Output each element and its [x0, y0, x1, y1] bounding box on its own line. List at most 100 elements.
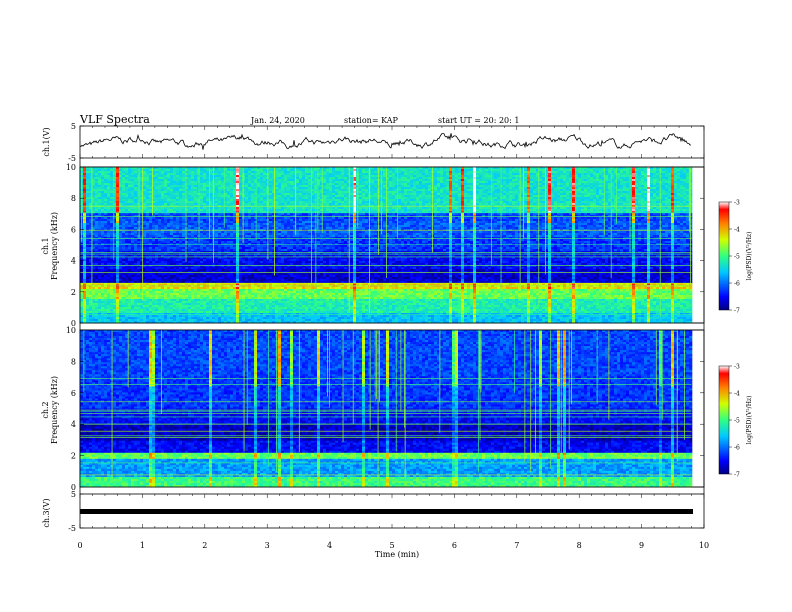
spectrogram-cell	[110, 237, 114, 240]
spectrogram-cell	[179, 211, 183, 214]
spectrogram-cell	[233, 307, 237, 310]
spectrogram-cell	[179, 173, 183, 176]
spectrogram-cell	[116, 317, 120, 320]
spectrogram-cell	[113, 289, 117, 292]
spectrogram-cell	[224, 307, 228, 310]
spectrogram-cell	[191, 295, 195, 298]
spectrogram-cell	[173, 169, 177, 172]
spectrogram-cell	[233, 305, 237, 308]
spectrogram-cell	[233, 213, 237, 216]
spectrogram-cell	[110, 263, 114, 266]
spectrogram-cell	[230, 237, 234, 240]
spectrogram-cell	[215, 169, 219, 172]
spectrogram-cell	[140, 289, 144, 292]
spectrogram-cell	[149, 227, 153, 230]
spectrogram-cell	[131, 293, 135, 296]
spectrogram-cell	[218, 307, 222, 310]
spectrogram-cell	[197, 189, 201, 192]
spectrogram-cell	[143, 187, 147, 190]
spectrogram-cell	[236, 295, 240, 298]
spectrogram-cell	[116, 291, 120, 294]
spectrogram-cell	[140, 269, 144, 272]
spectrogram-cell	[146, 287, 150, 290]
spectrogram-cell	[92, 311, 96, 314]
spectrogram-cell	[248, 225, 252, 228]
spectrogram-cell	[113, 199, 117, 202]
spectrogram-cell	[128, 309, 132, 312]
spectrogram-cell	[230, 315, 234, 318]
spectrogram-cell	[239, 221, 243, 224]
spectrogram-cell	[149, 207, 153, 210]
spectrogram-cell	[101, 319, 105, 322]
spectrogram-cell	[242, 185, 246, 188]
spectrogram-cell	[197, 199, 201, 202]
spectrogram-cell	[92, 265, 96, 268]
spectrogram-cell	[242, 261, 246, 264]
spectrogram-cell	[89, 207, 93, 210]
spectrogram-cell	[227, 265, 231, 268]
spectrogram-cell	[194, 213, 198, 216]
spectrogram-cell	[80, 289, 84, 292]
spectrogram-cell	[107, 283, 111, 286]
spectrogram-cell	[86, 275, 90, 278]
spectrogram-cell	[194, 219, 198, 222]
spectrogram-cell	[83, 309, 87, 312]
spectrogram-cell	[221, 321, 225, 324]
spectrogram-cell	[161, 209, 165, 212]
spectrogram-cell	[188, 311, 192, 314]
spectrogram-cell	[176, 175, 180, 178]
spectrogram-cell	[197, 315, 201, 318]
spectrogram-cell	[140, 315, 144, 318]
spectrogram-cell	[152, 199, 156, 202]
spectrogram-cell	[242, 169, 246, 172]
spectrogram-cell	[104, 261, 108, 264]
spectrogram-cell	[104, 237, 108, 240]
spectrogram-cell	[227, 167, 231, 170]
spectrogram-cell	[170, 303, 174, 306]
spectrogram-cell	[254, 217, 258, 220]
spectrogram-cell	[116, 235, 120, 238]
spectrogram-cell	[95, 223, 99, 226]
spectrogram-cell	[179, 203, 183, 206]
spectrogram-cell	[86, 187, 90, 190]
spectrogram-cell	[158, 265, 162, 268]
spectrogram-cell	[239, 279, 243, 282]
spectrogram-cell	[146, 265, 150, 268]
spectrogram-cell	[92, 249, 96, 252]
spectrogram-cell	[209, 237, 213, 240]
spectrogram-cell	[221, 197, 225, 200]
spectrogram-cell	[179, 307, 183, 310]
spectrogram-cell	[140, 239, 144, 242]
spectrogram-cell	[164, 297, 168, 300]
spectrogram-cell	[248, 317, 252, 320]
spectrogram-cell	[221, 187, 225, 190]
spectrogram-cell	[206, 193, 210, 196]
spectrogram-cell	[170, 217, 174, 220]
spectrogram-cell	[122, 295, 126, 298]
spectrogram-cell	[164, 281, 168, 284]
spectrogram-cell	[128, 197, 132, 200]
spectrogram-cell	[122, 283, 126, 286]
spectrogram-cell	[227, 299, 231, 302]
spectrogram-cell	[122, 187, 126, 190]
spectrogram-cell	[167, 289, 171, 292]
spectrogram-cell	[188, 193, 192, 196]
spectrogram-cell	[107, 249, 111, 252]
spectrogram-cell	[161, 275, 165, 278]
spectrogram-cell	[245, 179, 249, 182]
spectrogram-cell	[212, 321, 216, 324]
spectrogram-cell	[158, 217, 162, 220]
spectrogram-cell	[194, 261, 198, 264]
spectrogram-cell	[92, 167, 96, 170]
spectrogram-cell	[146, 179, 150, 182]
spectrogram-cell	[122, 177, 126, 180]
spectrogram-cell	[131, 291, 135, 294]
spectrogram-cell	[107, 213, 111, 216]
spectrogram-cell	[86, 175, 90, 178]
spectrogram-cell	[242, 181, 246, 184]
spectrogram-cell	[80, 315, 84, 318]
spectrogram-cell	[254, 189, 258, 192]
spectrogram-cell	[236, 291, 240, 294]
spectrogram-cell	[185, 305, 189, 308]
spectrogram-cell	[191, 227, 195, 230]
